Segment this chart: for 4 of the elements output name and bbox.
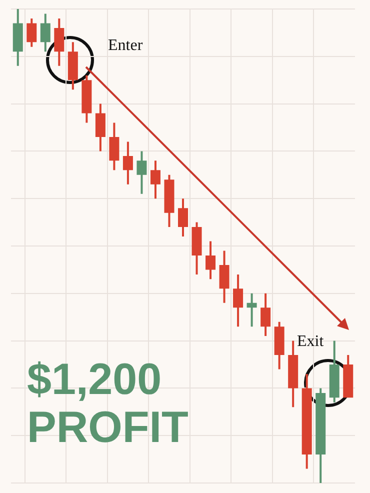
candlestick xyxy=(246,293,257,327)
annotation: $1,200 PROFIT xyxy=(27,355,190,452)
annotation: Exit xyxy=(297,333,324,351)
annotation: Enter xyxy=(108,37,143,55)
